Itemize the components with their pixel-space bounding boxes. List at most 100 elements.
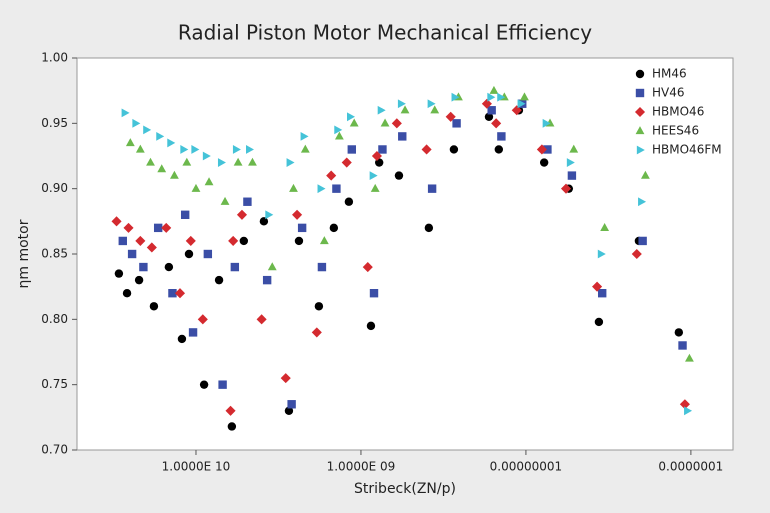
point	[332, 184, 341, 193]
point	[371, 150, 382, 162]
point	[347, 145, 356, 154]
point	[491, 118, 502, 129]
y-tick-label: 0.70	[41, 443, 68, 457]
point	[289, 183, 298, 192]
point	[262, 275, 272, 285]
point	[228, 235, 239, 246]
point	[598, 289, 607, 298]
point	[232, 145, 241, 154]
point	[638, 236, 647, 246]
point	[256, 314, 267, 325]
point	[349, 118, 359, 127]
point	[123, 222, 134, 233]
point	[177, 334, 187, 344]
point	[230, 262, 240, 272]
point	[182, 157, 192, 166]
y-tick-label: 1.00	[41, 51, 68, 65]
point	[378, 145, 387, 154]
point	[174, 288, 186, 299]
point	[197, 314, 208, 325]
point	[118, 236, 127, 246]
point	[497, 132, 506, 141]
point	[560, 183, 572, 194]
point	[377, 105, 386, 115]
point	[227, 422, 237, 431]
legend-label: HV46	[652, 86, 685, 100]
point	[218, 380, 227, 389]
point	[542, 118, 551, 128]
legend-marker	[634, 106, 646, 118]
legend-marker	[635, 88, 645, 98]
point	[400, 105, 410, 114]
point	[259, 217, 269, 226]
point	[449, 145, 459, 154]
point	[341, 157, 352, 168]
point	[494, 145, 504, 154]
point	[184, 249, 194, 259]
legend-marker	[635, 126, 645, 135]
point	[569, 144, 579, 153]
point	[640, 170, 650, 179]
point	[121, 108, 130, 118]
point	[427, 184, 437, 193]
point	[170, 170, 179, 179]
point	[314, 302, 324, 311]
point	[135, 235, 146, 246]
point	[497, 92, 506, 102]
point	[638, 197, 647, 207]
point	[317, 184, 326, 194]
point	[284, 406, 294, 415]
point	[125, 138, 135, 147]
point	[319, 236, 329, 245]
point	[243, 197, 252, 206]
point	[214, 275, 224, 285]
point	[543, 145, 552, 154]
point	[239, 236, 249, 246]
point	[286, 158, 295, 167]
point	[370, 183, 380, 192]
point	[111, 216, 122, 227]
point	[188, 328, 198, 337]
point	[135, 144, 145, 153]
point	[679, 399, 690, 410]
point	[167, 138, 176, 148]
point	[134, 275, 144, 285]
point	[317, 262, 327, 272]
point	[217, 158, 226, 167]
legend-label: HM46	[652, 67, 687, 81]
x-tick-label: 0.00000001	[490, 460, 563, 474]
point	[391, 118, 402, 129]
point	[487, 92, 496, 102]
point	[684, 406, 693, 416]
point	[139, 262, 148, 272]
point	[346, 112, 355, 122]
point	[445, 111, 456, 122]
y-axis-label: ηm motor	[16, 219, 32, 288]
point	[380, 118, 390, 127]
point	[597, 249, 606, 259]
point	[430, 105, 440, 114]
point	[280, 373, 291, 384]
point	[424, 223, 434, 233]
y-tick-label: 0.95	[41, 116, 68, 130]
point	[678, 341, 687, 350]
point	[394, 171, 404, 180]
point	[536, 144, 547, 155]
point	[297, 223, 307, 233]
point	[185, 235, 196, 246]
point	[203, 249, 213, 259]
point	[233, 157, 243, 166]
point	[421, 144, 432, 155]
point	[451, 92, 460, 102]
point	[287, 400, 296, 409]
x-tick-label: 1.0000E 10	[162, 460, 231, 474]
point	[517, 99, 526, 109]
point	[334, 131, 344, 140]
point	[191, 183, 201, 192]
point	[180, 145, 189, 154]
point	[168, 289, 177, 298]
point	[146, 242, 157, 253]
point	[204, 177, 214, 186]
point	[153, 223, 163, 233]
point	[539, 158, 549, 167]
